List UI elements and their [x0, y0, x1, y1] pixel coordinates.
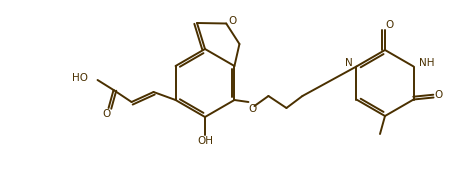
- Text: OH: OH: [197, 136, 213, 146]
- Text: N: N: [345, 58, 352, 68]
- Text: O: O: [103, 109, 111, 119]
- Text: NH: NH: [418, 58, 434, 68]
- Text: HO: HO: [72, 73, 87, 83]
- Text: O: O: [385, 20, 393, 30]
- Text: O: O: [435, 90, 443, 100]
- Text: O: O: [228, 17, 237, 27]
- Text: O: O: [248, 104, 256, 114]
